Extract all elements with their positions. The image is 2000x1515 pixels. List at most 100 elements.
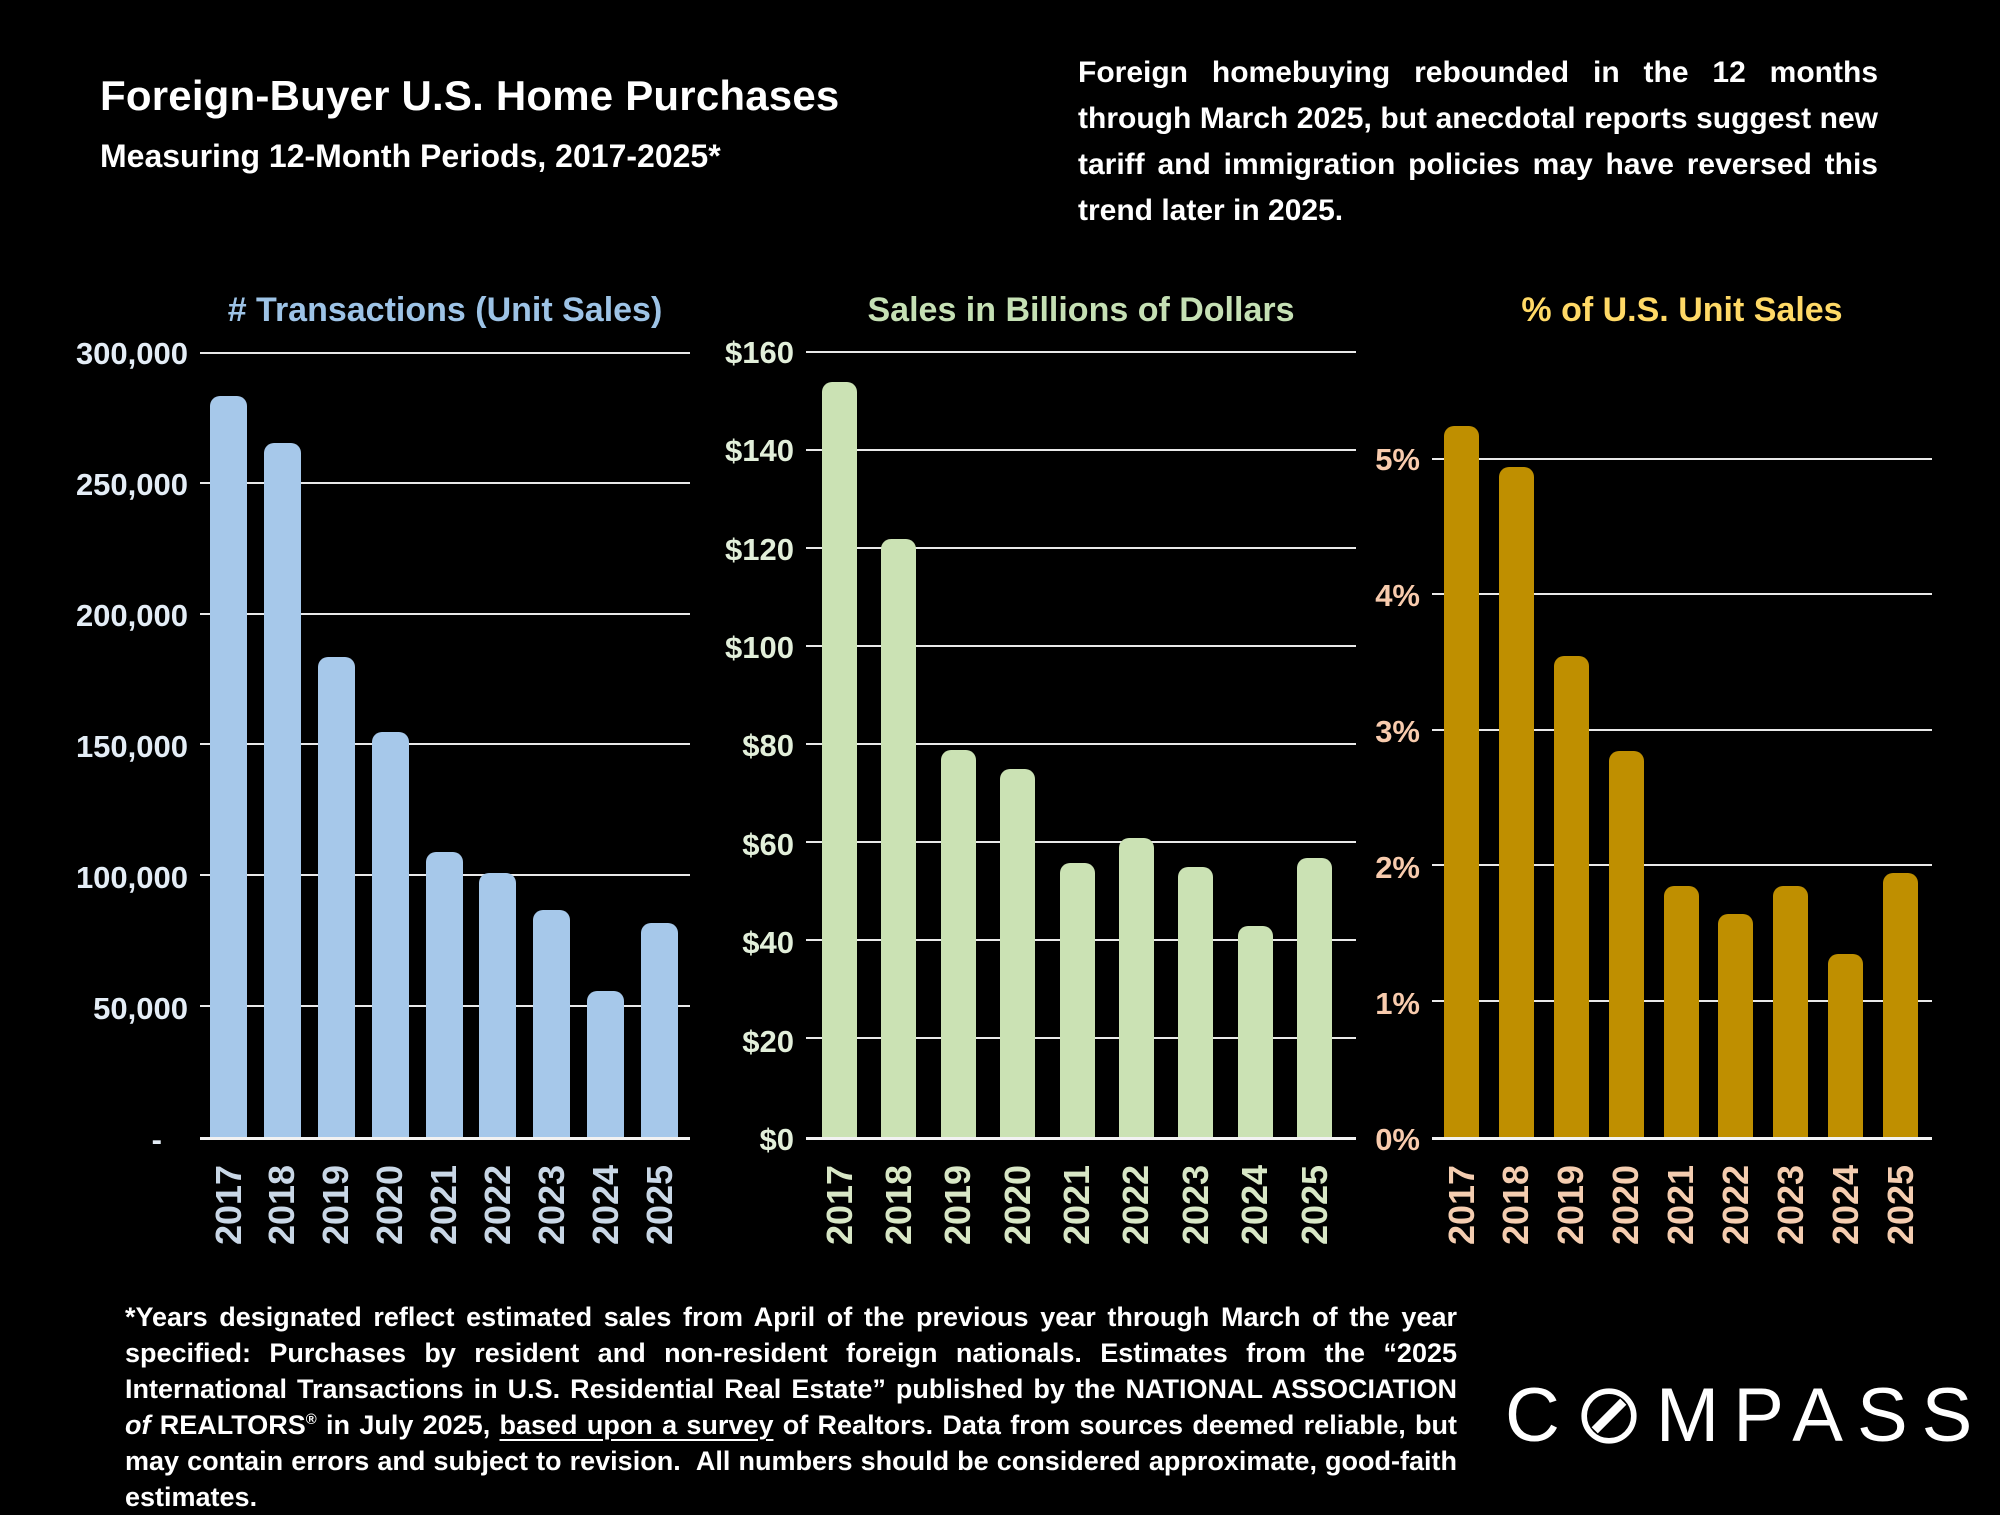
x-label-cell: 2017 [819, 1143, 860, 1308]
y-tick-label: 50,000 [93, 991, 188, 1026]
x-label-cell: 2017 [1441, 1143, 1482, 1308]
year-label: 2020 [1605, 1164, 1647, 1246]
bar-2017 [210, 395, 247, 1137]
bar-2025 [1297, 857, 1332, 1137]
plot-area [806, 350, 1356, 1140]
x-label-cell: 2024 [584, 1143, 626, 1308]
y-tick-label: 100,000 [75, 859, 188, 895]
chart-title: % of U.S. Unit Sales [1521, 291, 1843, 329]
x-label-cell: 2019 [937, 1143, 978, 1308]
year-label: 2023 [530, 1164, 572, 1246]
bar-2021 [425, 852, 463, 1137]
x-label-cell: 2023 [1175, 1143, 1216, 1308]
chart-panel-dollar-volume: Sales in Billions of Dollars $160 $140 $12… [690, 285, 1356, 1325]
gridline [200, 351, 690, 354]
y-tick-label: $140 [725, 433, 794, 469]
x-label-cell: 2018 [878, 1143, 919, 1308]
y-tick-label: 150,000 [75, 728, 188, 764]
bar-2018 [881, 539, 917, 1137]
compass-o-needle-icon [1581, 1387, 1637, 1444]
gridline [806, 644, 1356, 647]
x-label-cell: 2024 [1825, 1143, 1866, 1308]
x-label-cell: 2023 [530, 1143, 572, 1308]
x-label-cell: 2020 [997, 1143, 1038, 1308]
gridline [806, 840, 1356, 843]
year-label: 2022 [1115, 1164, 1157, 1246]
x-label-cell: 2018 [261, 1143, 303, 1308]
plot-area [200, 350, 690, 1140]
x-label-cell: 2022 [1115, 1143, 1156, 1308]
year-label: 2024 [584, 1164, 626, 1246]
gridline [1432, 593, 1932, 596]
footnote-segment: of [125, 1409, 151, 1440]
page-subtitle: Measuring 12-Month Periods, 2017-2025* [100, 138, 721, 174]
bar-2024 [1237, 926, 1273, 1137]
bar-2019 [940, 749, 976, 1137]
x-label-cell: 2019 [315, 1143, 357, 1308]
year-label: 2018 [877, 1164, 919, 1246]
gridline [200, 743, 690, 746]
x-label-cell: 2020 [369, 1143, 410, 1308]
bar-series [200, 350, 690, 1137]
x-axis-labels: 2017 2018 2019 2020 2021 2022 2023 2024 2025 [200, 1143, 690, 1308]
bar-2020 [1000, 769, 1036, 1137]
bar-2017 [822, 382, 857, 1137]
bar-2023 [1178, 867, 1214, 1137]
y-tick-label: 250,000 [75, 466, 188, 502]
y-tick-label: $80 [742, 728, 794, 764]
bar-2018 [1498, 466, 1534, 1137]
bar-2020 [371, 732, 409, 1137]
x-label-cell: 2021 [423, 1143, 464, 1308]
year-label: 2019 [315, 1164, 357, 1246]
bar-series [1432, 350, 1932, 1137]
year-label: 2022 [1714, 1164, 1756, 1246]
bar-2024 [587, 990, 625, 1137]
x-label-cell: 2020 [1605, 1143, 1646, 1308]
y-axis-labels: 300,000 250,000 200,000 150,000 100,000 50,00… [40, 336, 188, 1157]
year-label: 2017 [1440, 1164, 1482, 1246]
year-label: 2022 [476, 1164, 518, 1246]
chart-panel-market-share: % of U.S. Unit Sales 5% 4% 3% 2% 1% 0% 2017 20… [1316, 285, 1932, 1325]
y-tick-label: 3% [1375, 714, 1420, 750]
x-label-cell: 2022 [1715, 1143, 1756, 1308]
y-tick-label: $0 [759, 1122, 794, 1157]
bar-2019 [317, 656, 355, 1137]
y-tick-label: $120 [725, 531, 794, 567]
year-label: 2021 [1660, 1164, 1701, 1246]
year-label: 2021 [1056, 1164, 1097, 1246]
gridline [1432, 864, 1932, 867]
footnote-segment: based upon a survey [499, 1409, 774, 1440]
bar-2023 [533, 909, 571, 1137]
y-tick-label: $20 [742, 1023, 794, 1059]
chart-title: # Transactions (Unit Sales) [227, 291, 663, 329]
year-label: 2024 [1234, 1164, 1276, 1246]
chart-panel-transactions: # Transactions (Unit Sales) 300,000 250,0… [40, 285, 690, 1325]
x-label-cell: 2021 [1660, 1143, 1701, 1308]
bar-2021 [1059, 862, 1095, 1137]
y-tick-label: 1% [1375, 986, 1420, 1022]
gridline [1432, 728, 1932, 731]
y-tick-label: 2% [1375, 850, 1420, 886]
plot-area [1432, 350, 1932, 1140]
chart-title: Sales in Billions of Dollars [867, 291, 1295, 329]
bar-2022 [479, 873, 517, 1137]
year-label: 2020 [996, 1164, 1038, 1246]
bar-series [806, 350, 1356, 1137]
x-axis-labels: 2017 2018 2019 2020 2021 2022 2023 2024 2025 [1432, 1143, 1932, 1308]
footnote-segment: *Years designated reflect estimated sale… [125, 1302, 1457, 1404]
year-label: 2018 [1495, 1164, 1537, 1246]
y-tick-label: 200,000 [75, 597, 188, 633]
year-label: 2025 [638, 1164, 680, 1246]
logo-letter-c: C [1505, 1373, 1574, 1458]
intro-paragraph: Foreign homebuying rebounded in the 12 m… [1078, 56, 1878, 227]
x-label-cell: 2025 [638, 1143, 680, 1308]
year-label: 2023 [1174, 1164, 1216, 1246]
y-tick-label: 5% [1375, 442, 1420, 478]
year-label: 2025 [1879, 1164, 1921, 1246]
x-label-cell: 2025 [1880, 1143, 1921, 1308]
footnote-segment: of Realtors. Data from sources deemed re… [125, 1409, 1457, 1512]
year-label: 2018 [261, 1164, 303, 1246]
x-label-cell: 2017 [208, 1143, 249, 1308]
report-title-block: Foreign-Buyer U.S. Home Purchases Measur… [100, 72, 1000, 175]
year-label: 2021 [423, 1164, 464, 1246]
